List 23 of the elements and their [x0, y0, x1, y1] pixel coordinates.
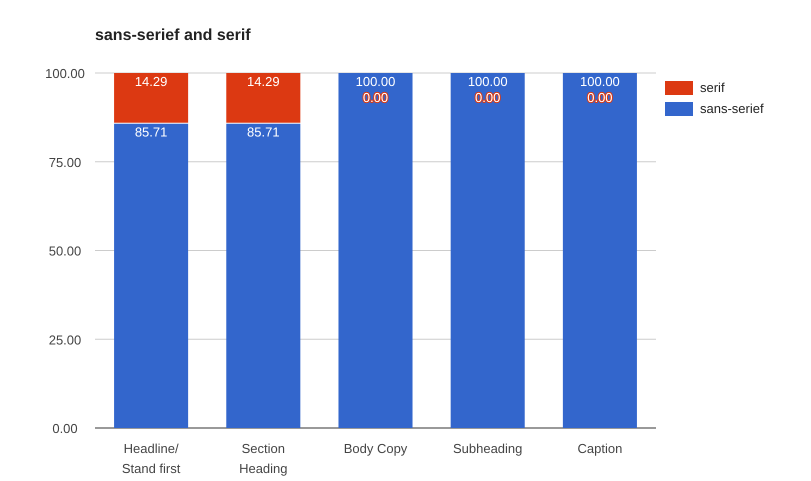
legend-label: sans-serief: [700, 101, 764, 116]
x-tick-label: Body Copy: [344, 441, 408, 456]
x-tick-label: Headline/ Stand first: [122, 441, 181, 476]
x-tick-label: Section Heading: [239, 441, 288, 476]
data-label: 14.29: [247, 74, 280, 89]
data-label: 85.71: [134, 124, 168, 140]
data-label: 100.00: [356, 74, 396, 89]
data-label: 0.00: [362, 90, 388, 105]
y-tick-label: 100.00: [45, 66, 85, 81]
data-label: 85.71: [247, 124, 280, 140]
y-tick-label: 25.00: [48, 332, 82, 348]
chart-title: sans-serief and serif: [95, 27, 252, 44]
data-label: 100.00: [468, 74, 508, 89]
y-tick-label: 0.00: [52, 421, 78, 436]
y-tick-label: 50.00: [48, 244, 82, 258]
data-label: 0.00: [475, 90, 500, 105]
data-label: 14.29: [134, 74, 168, 89]
x-tick-label: Subheading: [452, 441, 522, 456]
legend-label: serif: [700, 80, 725, 95]
y-tick-label: 75.00: [48, 154, 82, 170]
data-label: 100.00: [580, 74, 620, 89]
data-label: 0.00: [587, 90, 613, 105]
x-tick-label: Caption: [577, 441, 622, 456]
